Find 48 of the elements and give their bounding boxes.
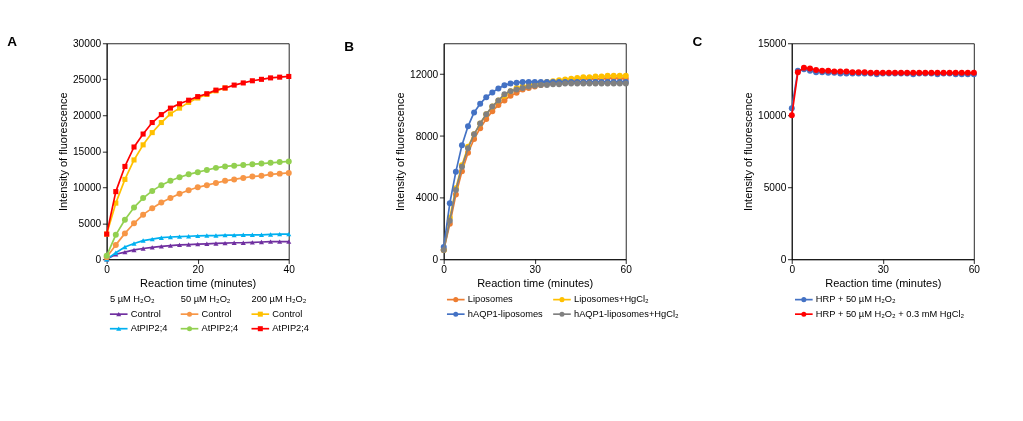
legend-label: AtPIP2;4: [272, 323, 310, 334]
y-tick-label: 15000: [758, 38, 787, 50]
x-axis-title: Reaction time (minutes): [140, 276, 257, 289]
y-tick-label: 15000: [72, 146, 102, 158]
text: 5 µM H₂O₂: [109, 294, 155, 305]
x-tick-label: 20: [192, 264, 205, 276]
x-tick-label: 60: [968, 264, 981, 276]
y-tick-label: 0: [780, 254, 787, 266]
y-tick-label: 12000: [410, 69, 439, 80]
x-tick-label: 60: [620, 264, 633, 276]
legend-label: Control: [201, 308, 232, 319]
x-tick-label: 30: [877, 264, 890, 276]
x-tick-label: 0: [789, 264, 796, 276]
legend-label: HRP + 50 µM H₂O₂ + 0.3 mM HgCl₂: [815, 308, 965, 319]
legend-label: HRP + 50 µM H₂O₂: [815, 294, 897, 305]
legend-label: Control: [272, 308, 303, 319]
legend-label: Liposomes: [467, 294, 514, 305]
text: 50 µM H₂O₂: [180, 294, 231, 305]
x-axis-title: Reaction time (minutes): [477, 276, 594, 289]
legend-label: Control: [130, 308, 161, 319]
y-tick-label: 5000: [763, 182, 787, 194]
y-tick-label: 0: [95, 254, 102, 266]
y-tick-label: 20000: [72, 110, 102, 122]
y-tick-label: 5000: [78, 218, 102, 230]
legend-label: Liposomes+HgCl₂: [573, 294, 650, 305]
legend-label: AtPIP2;4: [201, 323, 239, 334]
x-tick-label: 40: [283, 264, 296, 276]
y-tick-label: 30000: [72, 38, 102, 50]
y-axis-title: Intensity of fluorescence: [742, 92, 755, 212]
y-tick-label: 25000: [72, 74, 102, 86]
x-axis-title: Reaction time (minutes): [825, 276, 942, 289]
y-tick-label: 4000: [415, 192, 439, 204]
text: 200 µM H₂O₂: [251, 294, 307, 305]
chart-title: C: [692, 33, 703, 49]
y-tick-label: 10000: [758, 110, 787, 122]
legend-label: hAQP1-liposomes: [467, 308, 544, 319]
y-tick-label: 8000: [415, 130, 439, 142]
y-tick-label: 10000: [72, 182, 102, 194]
x-tick-label: 30: [529, 264, 542, 276]
y-axis-title: Intensity of fluorescence: [394, 92, 407, 212]
y-axis-title: Intensity of fluorescence: [57, 92, 70, 212]
legend-label: hAQP1-liposomes+HgCl₂: [573, 308, 680, 319]
x-tick-label: 0: [441, 264, 448, 276]
chart-title: A: [7, 33, 18, 49]
legend-label: AtPIP2;4: [130, 323, 168, 334]
y-tick-label: 0: [432, 254, 439, 266]
chart-title: B: [344, 38, 355, 54]
x-tick-label: 0: [104, 264, 111, 276]
